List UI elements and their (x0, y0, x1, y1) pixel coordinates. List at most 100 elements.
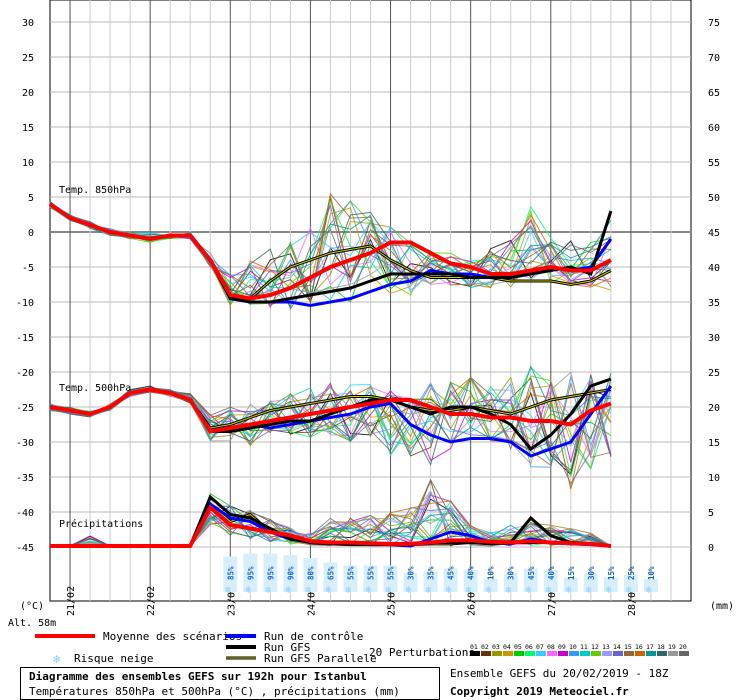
title-box: Diagramme des ensembles GEFS sur 192h po… (20, 667, 440, 700)
t850-mean-line (48, 202, 612, 301)
snow-risk-bar (343, 565, 358, 592)
unit-left: (°C) (20, 601, 44, 612)
perturbation-key-label: 15 (624, 643, 632, 651)
y-tick-left: -5 (22, 263, 34, 274)
snow-risk-value: 45% (527, 566, 536, 580)
snow-risk-bar (643, 579, 658, 592)
snow-risk-value: 25% (627, 566, 636, 580)
label-t500: Temp. 500hPa (59, 383, 131, 394)
snowflake-icon: ❄ (225, 585, 232, 596)
snow-risk-bar (363, 565, 378, 592)
perturbation-key-label: 12 (591, 643, 599, 651)
snow-risk-value: 15% (567, 566, 576, 580)
x-tick-label: 21/02 (66, 586, 77, 616)
perturbation-key-swatch (613, 651, 623, 656)
y-tick-right: 70 (708, 53, 720, 64)
perturbation-key-swatch (536, 651, 546, 656)
snow-risk-bar (443, 568, 458, 592)
snow-risk-value: 90% (286, 566, 295, 580)
y-tick-left: -30 (16, 438, 34, 449)
y-tick-left: 25 (22, 53, 34, 64)
snow-risk-bar (423, 571, 438, 592)
perturbation-key-label: 02 (481, 643, 489, 651)
label-precip: Précipitations (59, 518, 143, 530)
y-tick-right: 45 (708, 228, 720, 239)
y-tick-left: -35 (16, 473, 34, 484)
snow-risk-bar (303, 558, 318, 592)
snowflake-icon: ❄ (53, 652, 60, 666)
y-tick-left: 10 (22, 158, 34, 169)
snow-risk-bar (603, 577, 618, 592)
y-axis-left: 30 25 20 15 10 5 0 -5 -10 -15 -20 -25 -30 -35 -40 -45 (16, 18, 34, 554)
snow-risk-bar (263, 553, 278, 592)
y-tick-right: 55 (708, 158, 720, 169)
x-tick-label: 26/02 (467, 586, 478, 616)
chart-title: Diagramme des ensembles GEFS sur 192h po… (29, 670, 367, 683)
perturbation-key-swatch (602, 651, 612, 656)
snowflake-icon: ❄ (466, 585, 473, 596)
snow-risk-value: 15% (607, 566, 616, 580)
snowflake-icon: ❄ (606, 585, 613, 596)
snowflake-icon: ❄ (486, 585, 493, 596)
ensemble-info: Ensemble GEFS du 20/02/2019 - 18Z (450, 667, 669, 680)
snow-risk-bar (483, 579, 498, 592)
copyright: Copyright 2019 Meteociel.fr (450, 685, 629, 698)
y-tick-left: -25 (16, 403, 34, 414)
legend-mean: Moyenne des scénarios (103, 630, 242, 643)
x-tick-label: 28/02 (627, 586, 638, 616)
y-tick-left: 15 (22, 123, 34, 134)
y-tick-right: 20 (708, 403, 720, 414)
snowflake-icon: ❄ (285, 585, 292, 596)
snow-risk-value: 65% (326, 566, 335, 580)
snow-risk-bar (583, 573, 598, 592)
snow-risk-value: 10% (487, 566, 496, 580)
y-tick-left: -10 (16, 298, 34, 309)
snow-risk-value: 80% (306, 566, 315, 580)
snowflake-icon: ❄ (366, 585, 373, 596)
snowflake-icon: ❄ (325, 585, 332, 596)
y-tick-right: 10 (708, 473, 720, 484)
precip-mean-line (50, 504, 612, 548)
x-tick-label: 22/02 (146, 586, 157, 616)
y-tick-left: 20 (22, 88, 34, 99)
snow-risk-value: 95% (246, 566, 255, 580)
y-tick-left: -20 (16, 368, 34, 379)
perturbation-key-label: 14 (613, 643, 621, 651)
y-tick-right: 0 (708, 543, 714, 554)
t850-member-20 (49, 202, 612, 306)
perturbation-key-swatch (668, 651, 678, 656)
snow-risk-value: 40% (547, 566, 556, 580)
perturbation-key-swatch (580, 651, 590, 656)
perturbation-key-swatch (569, 651, 579, 656)
y-tick-right: 15 (708, 438, 720, 449)
y-tick-left: -40 (16, 508, 34, 519)
snow-risk-value: 35% (427, 566, 436, 580)
snowflake-icon: ❄ (526, 585, 533, 596)
grid (50, 0, 691, 601)
snow-risk-bar (403, 573, 418, 592)
t850-member-12 (49, 200, 612, 305)
snowflake-icon: ❄ (646, 585, 653, 596)
x-axis: 21/02 22/02 23/02 24/02 25/02 26/02 27/02 28/02 (66, 586, 638, 616)
snow-risk-value: 10% (647, 566, 656, 580)
perturbation-key-label: 20 (679, 643, 687, 651)
snow-risk-bar (523, 568, 538, 592)
perturbation-key-label: 05 (514, 643, 522, 651)
label-t850: Temp. 850hPa (59, 185, 131, 196)
perturbation-key-label: 01 (470, 643, 478, 651)
y-tick-left: 0 (28, 228, 34, 239)
snow-risk-value: 30% (507, 566, 516, 580)
perturbation-color-key: 01 02 03 04 05 06 07 08 09 10 11 12 13 14 15 16 17 18 19 20 (470, 643, 689, 656)
snow-risk-bar (463, 570, 478, 592)
snowflake-icon: ❄ (406, 585, 413, 596)
legend-gfs: Run GFS (264, 641, 310, 654)
legend-gfs-parallel: Run GFS Parallele (264, 652, 377, 665)
snowflake-icon: ❄ (305, 585, 312, 596)
legend-perturbations: 20 Perturbations (369, 646, 475, 659)
perturbation-key-swatch (679, 651, 689, 656)
snow-risk-bar (563, 577, 578, 592)
snowflake-icon: ❄ (345, 585, 352, 596)
y-tick-right: 5 (708, 508, 714, 519)
legend-control: Run de contrôle (264, 630, 363, 643)
